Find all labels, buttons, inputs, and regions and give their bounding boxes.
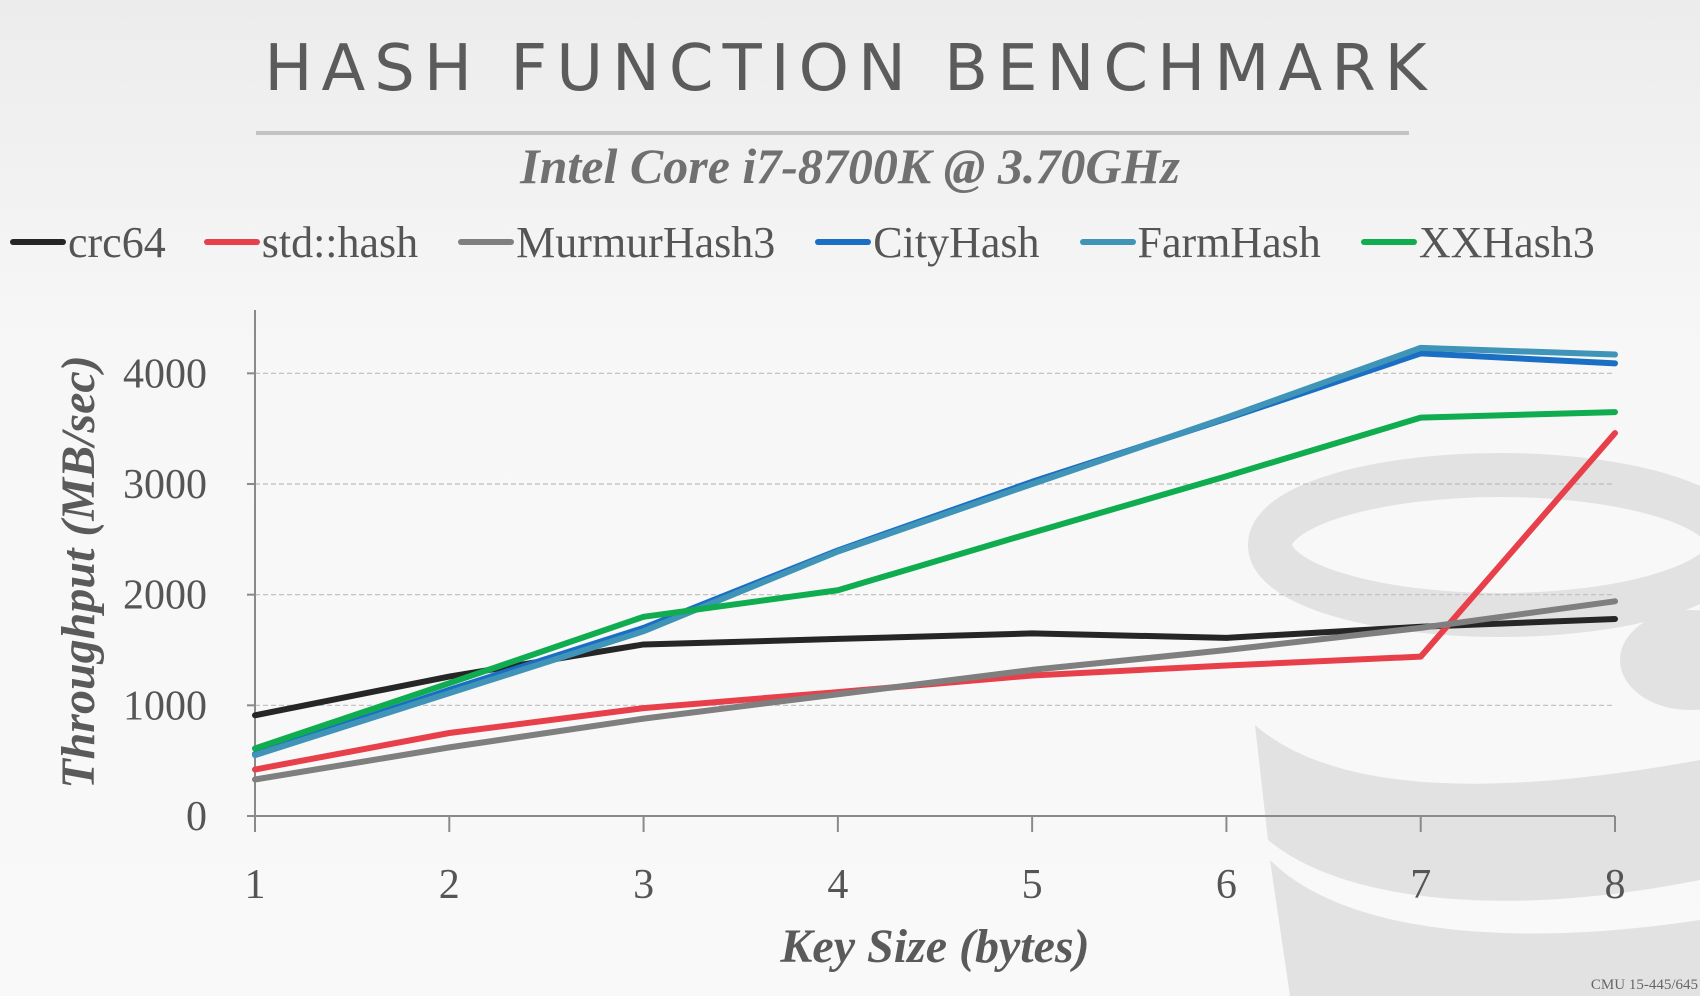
legend-label: MurmurHash3 bbox=[516, 217, 776, 267]
legend-swatch bbox=[815, 239, 872, 245]
legend-swatch bbox=[458, 239, 515, 245]
x-tick-label: 7 bbox=[1410, 862, 1431, 908]
y-tick-label: 0 bbox=[186, 794, 207, 840]
legend-item: crc64 bbox=[10, 217, 166, 268]
legend-swatch bbox=[10, 239, 66, 245]
legend-label: XXHash3 bbox=[1418, 217, 1595, 267]
series-line-xxhash3 bbox=[252, 409, 1618, 752]
legend-item: CityHash bbox=[815, 217, 1040, 268]
chart-subtitle: Intel Core i7-8700K @ 3.70GHz bbox=[520, 138, 1180, 194]
x-tick-label: 6 bbox=[1216, 862, 1237, 908]
y-tick-label: 1000 bbox=[123, 683, 207, 729]
legend-item: std::hash bbox=[203, 217, 419, 268]
series-line-murmurhash3 bbox=[252, 598, 1618, 783]
title-underline bbox=[256, 131, 1409, 135]
y-tick-label: 4000 bbox=[123, 351, 207, 397]
x-tick-label: 8 bbox=[1605, 862, 1626, 908]
series-line-crc64 bbox=[252, 616, 1618, 719]
legend-swatch bbox=[1079, 239, 1136, 245]
legend-item: MurmurHash3 bbox=[458, 217, 775, 268]
series-line-farmhash bbox=[252, 344, 1618, 759]
page-title: HASH FUNCTION BENCHMARK bbox=[264, 32, 1436, 106]
x-tick-label: 5 bbox=[1022, 862, 1043, 908]
x-tick-label: 3 bbox=[633, 862, 654, 908]
legend-label: crc64 bbox=[68, 217, 166, 267]
legend-label: CityHash bbox=[873, 217, 1040, 267]
y-axis-title: Throughput (MB/sec) bbox=[52, 355, 105, 788]
y-tick-label: 3000 bbox=[123, 462, 207, 508]
x-axis-title: Key Size (bytes) bbox=[779, 920, 1089, 973]
x-tick-label: 4 bbox=[827, 862, 848, 908]
series-line-cityhash bbox=[252, 350, 1618, 758]
x-tick-label: 1 bbox=[245, 862, 266, 908]
x-tick-label: 2 bbox=[439, 862, 460, 908]
chart-legend: crc64 std::hash MurmurHash3 CityHash FarmHas… bbox=[10, 214, 1595, 270]
legend-swatch bbox=[1360, 239, 1417, 245]
legend-label: std::hash bbox=[261, 217, 419, 267]
y-tick-label: 2000 bbox=[123, 573, 207, 619]
legend-item: XXHash3 bbox=[1360, 217, 1595, 268]
legend-swatch bbox=[203, 239, 260, 245]
legend-item: FarmHash bbox=[1079, 217, 1321, 268]
legend-label: FarmHash bbox=[1137, 217, 1321, 267]
footer-course-label: CMU 15-445/645 bbox=[1590, 977, 1698, 993]
